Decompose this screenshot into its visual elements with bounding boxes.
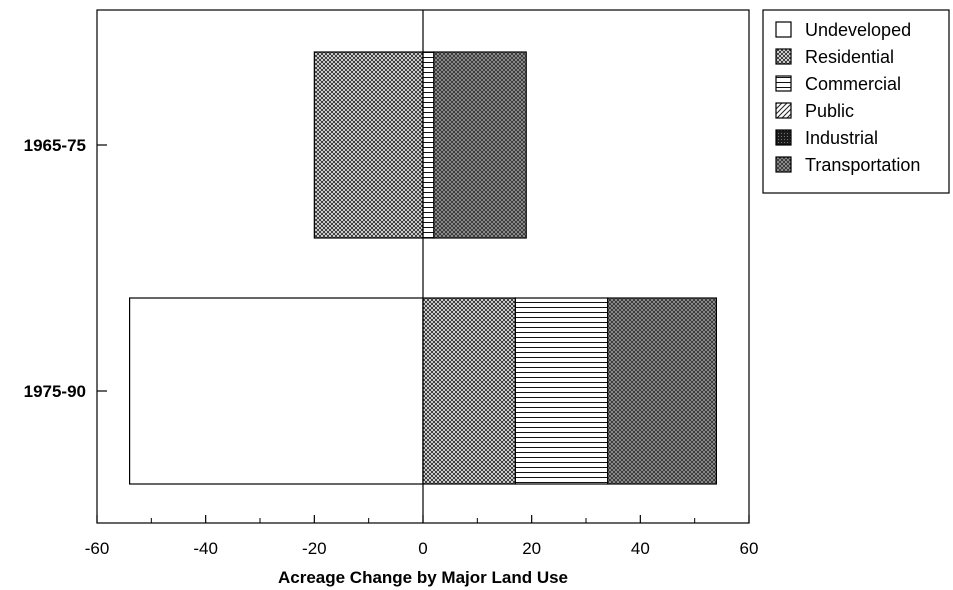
legend-label-transportation: Transportation: [805, 155, 920, 175]
x-tick-label: 40: [631, 539, 650, 558]
legend: Undeveloped Residential Commercial Public In…: [762, 9, 950, 194]
x-tick-label: 60: [740, 539, 759, 558]
legend-swatch-transportation: [775, 156, 792, 173]
bar-1975-90-commercial: [514, 297, 609, 485]
bar-1965-75-commercial: [422, 51, 435, 239]
legend-label-undeveloped: Undeveloped: [805, 20, 911, 40]
legend-label-industrial: Industrial: [805, 128, 878, 148]
legend-label-public: Public: [805, 101, 854, 121]
legend-label-commercial: Commercial: [805, 74, 901, 94]
legend-swatch-public: [775, 102, 792, 119]
x-tick-label: 20: [522, 539, 541, 558]
bar-1975-90-undeveloped: [129, 297, 424, 485]
legend-swatch-commercial: [775, 75, 792, 92]
legend-swatch-industrial: [775, 129, 792, 146]
y-category-label-1965-75: 1965-75: [24, 136, 86, 155]
x-tick-label: -60: [85, 539, 110, 558]
legend-label-residential: Residential: [805, 47, 894, 67]
legend-swatch-undeveloped: [775, 21, 792, 38]
bar-1965-75-transportation: [433, 51, 527, 239]
x-tick-label: 0: [418, 539, 427, 558]
x-tick-label: -40: [193, 539, 218, 558]
legend-box: [762, 9, 950, 194]
y-category-label-1975-90: 1975-90: [24, 382, 86, 401]
bar-1965-75-residential: [313, 51, 424, 239]
x-axis-title: Acreage Change by Major Land Use: [278, 568, 568, 587]
bar-1975-90-transportation: [607, 297, 718, 485]
legend-swatch-residential: [775, 48, 792, 65]
bar-1975-90-residential: [422, 297, 516, 485]
x-tick-label: -20: [302, 539, 327, 558]
